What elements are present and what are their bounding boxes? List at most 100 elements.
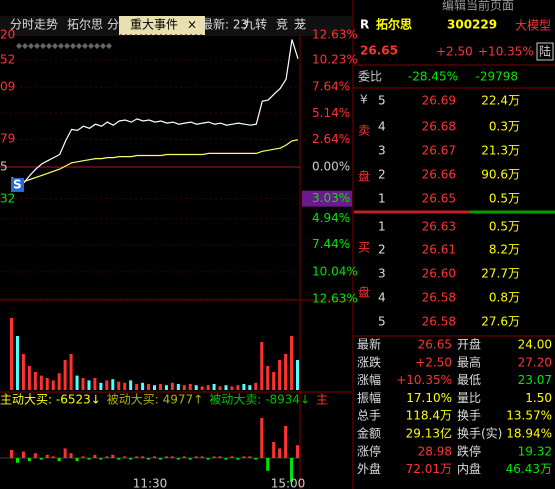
sell-label: 盘 [358,169,370,184]
flag: R [360,18,369,32]
tab[interactable]: × [187,18,197,32]
volume-bar [164,385,168,390]
buy-label: 盘 [358,285,370,300]
price: 26.65 [360,44,398,58]
level: 3 [378,267,386,281]
stat-label: 金额 [357,426,381,441]
stat-value: 24.00 [518,338,552,352]
flow-bar [51,456,55,458]
flow-bar [81,456,85,458]
tab[interactable]: 九转 [243,17,267,32]
event-marker [52,43,58,49]
volume-bar [260,342,264,390]
tab[interactable]: 拓尔思 [67,17,103,32]
level-price: 26.67 [422,144,456,158]
level: 2 [378,243,386,257]
flow-bar [63,448,67,458]
stat-value: 118.4万 [406,409,452,423]
event-marker [100,43,106,49]
volume-bar [272,372,276,390]
tab[interactable]: 分时走势 [10,18,58,32]
level-volume: 27.6万 [481,315,520,329]
marker: S [13,178,22,192]
stat-value: 26.65 [418,338,452,352]
level-price: 26.66 [422,168,456,182]
flow-bar [176,458,180,460]
volume-bar [117,381,121,390]
volume-bar [188,384,192,390]
level: 1 [378,192,386,206]
volume-bar [206,385,210,390]
flow-bar [93,454,97,458]
stat-label: 总手 [357,409,381,423]
volume-bar [141,382,145,390]
stat-label: 涨幅 [357,372,381,387]
stat-label: 换手 [457,409,481,423]
order-ratio-pct: -28.45% [408,70,458,84]
flow-bar [284,426,288,458]
price-tick-label: 09 [0,80,15,94]
time-label: 11:30 [133,477,168,489]
event-marker [82,43,88,49]
price-tick-label: 79 [0,132,15,146]
level-price: 26.58 [422,291,456,305]
stat-value: 46.43万 [506,462,552,476]
tab[interactable]: 茏 [294,18,306,32]
flow-bar [141,456,145,458]
event-marker [106,43,112,49]
level-volume: 0.8万 [489,291,520,305]
volume-bar [93,378,97,390]
edit-page[interactable]: 编辑当前页面 [442,0,514,13]
flow-bar [272,442,276,458]
currency: ¥ [360,93,368,107]
flow-bar [212,456,216,458]
flow-bar [206,458,210,460]
price-tick-label: 20 [0,28,15,42]
volume-bar [87,380,91,390]
flow-bar [188,458,192,460]
tab[interactable]: 最新: 23 [201,17,248,32]
flow-bar [266,458,270,471]
pct-tick-label: 3.03% [312,191,350,205]
tab[interactable]: 重大事件 [130,18,178,32]
flow-bar [147,458,151,460]
level: 3 [378,144,386,158]
flow-bar [290,458,294,482]
flow-bar [57,458,61,462]
level: 5 [378,94,386,108]
event-marker [46,43,52,49]
flow-bar [105,456,109,458]
volume-bar [99,382,103,390]
change: +2.50 [436,45,473,59]
tab[interactable]: 竞 [276,18,288,32]
event-marker [40,43,46,49]
volume-bar [218,386,222,390]
volume-bar [69,354,73,390]
stat-label: 涨停 [357,443,381,458]
stat-label: 开盘 [457,337,481,352]
volume-bar [194,385,198,390]
change-pct: +10.35% [478,45,534,59]
event-marker [76,43,82,49]
volume-bar [129,380,133,390]
volume-bar [212,384,216,390]
volume-bar [15,336,19,390]
flow-bar [260,418,264,458]
volume-bar [10,318,13,390]
time-label: 15:00 [271,477,306,489]
event-marker [22,43,28,49]
level: 5 [378,315,386,329]
pct-tick-label: 4.94% [312,211,350,225]
level-volume: 27.7万 [481,267,520,281]
level-volume: 90.6万 [481,168,520,182]
stat-label: 振幅 [357,390,381,405]
stock-tag[interactable]: 大模型 [515,19,551,33]
tab[interactable]: 分 [107,18,119,32]
stat-value: 72.01万 [406,462,452,476]
pct-tick-label: 7.44% [312,237,350,251]
level-price: 26.68 [422,120,456,134]
volume-bar [242,384,246,390]
